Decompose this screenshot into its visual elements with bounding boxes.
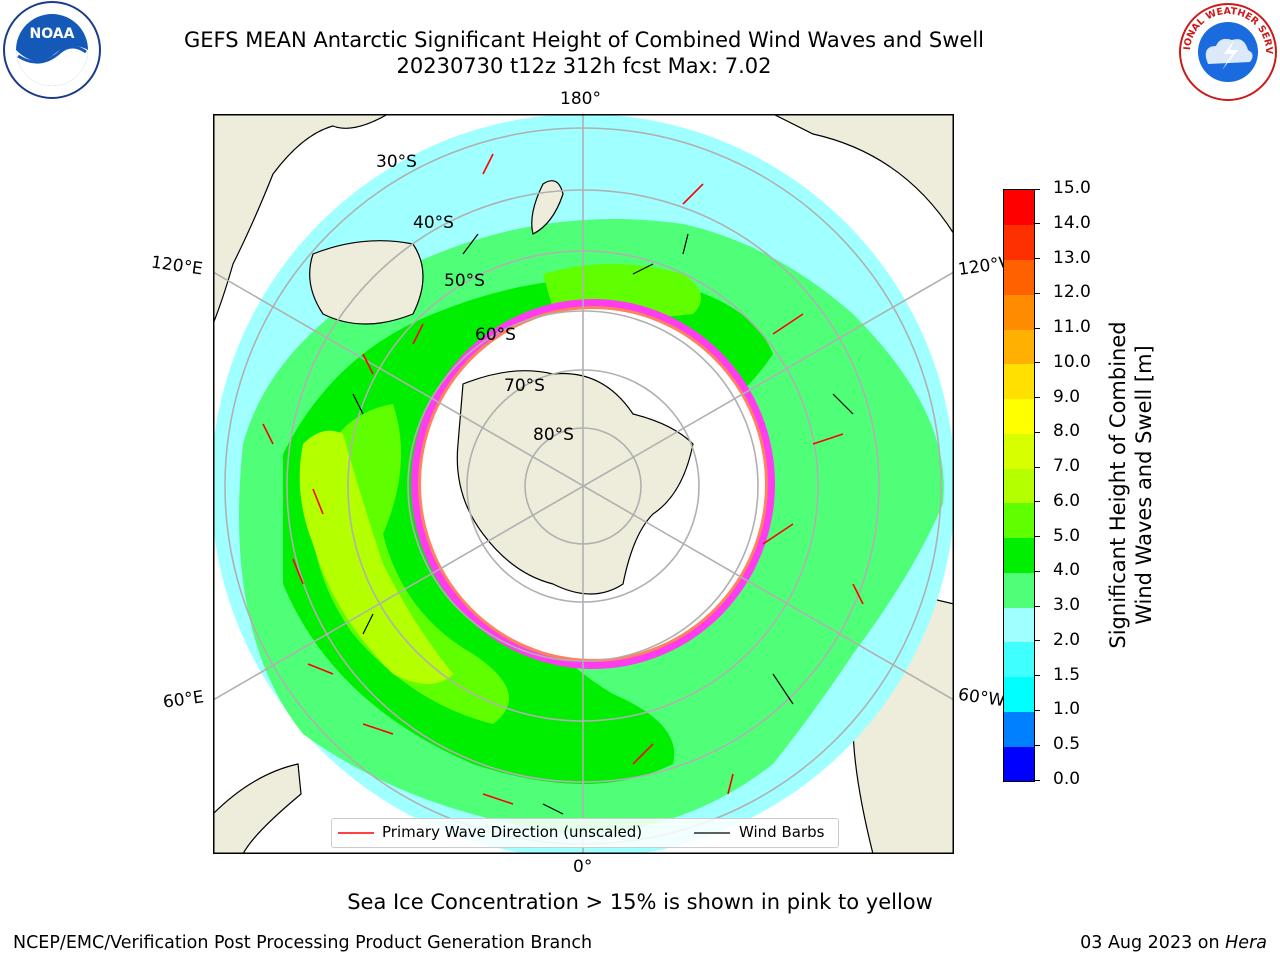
colorbar-segment — [1004, 468, 1034, 504]
lon-label-lower-right: 60°W — [956, 684, 1007, 712]
colorbar-tick-label: 15.0 — [1053, 178, 1091, 198]
map-title: GEFS MEAN Antarctic Significant Height o… — [183, 28, 985, 52]
lon-label-lower-left: 60°E — [161, 687, 206, 713]
colorbar-tick-label: 9.0 — [1053, 386, 1081, 407]
nws-logo: NATIONAL WEATHER SERVICE — [1172, 0, 1280, 104]
colorbar-tick-label: 5.0 — [1053, 525, 1081, 546]
colorbar-segment — [1004, 572, 1034, 608]
colorbar-segment — [1004, 224, 1034, 260]
lat-label-50s: 50°S — [444, 271, 485, 291]
lon-label-upper-left: 120°E — [149, 252, 204, 280]
lat-label-60s: 60°S — [475, 325, 516, 345]
noaa-logo: NOAA — [0, 0, 104, 104]
new-zealand — [531, 180, 564, 235]
colorbar-segment — [1004, 398, 1034, 434]
colorbar-segment — [1004, 607, 1034, 643]
map-canvas — [213, 114, 954, 854]
colorbar-segment — [1004, 190, 1034, 226]
antarctica — [456, 370, 694, 595]
colorbar-tick-mark — [1034, 536, 1040, 538]
colorbar-tick-mark — [1034, 188, 1040, 190]
footer-date: 03 Aug 2023 on Hera — [1080, 933, 1267, 953]
colorbar-tick-mark — [1034, 605, 1040, 607]
ocean-field — [213, 114, 954, 854]
colorbar-tick-label: 6.0 — [1053, 490, 1081, 511]
lon-label-top: 180° — [560, 89, 601, 109]
colorbar-segment — [1004, 363, 1034, 400]
australia — [309, 240, 424, 325]
colorbar-tick-mark — [1034, 223, 1040, 225]
colorbar-segment — [1004, 746, 1034, 782]
polar-map — [213, 114, 954, 854]
colorbar-segment — [1004, 641, 1034, 678]
black-line-swatch — [694, 832, 730, 834]
colorbar-tick-label: 13.0 — [1053, 247, 1091, 268]
legend-wave-label: Primary Wave Direction (unscaled) — [382, 823, 643, 841]
colorbar — [1003, 189, 1035, 782]
footer-branch: NCEP/EMC/Verification Post Processing Pr… — [13, 933, 593, 953]
footer-date-text: 03 Aug 2023 on — [1080, 933, 1226, 953]
colorbar-tick-label: 14.0 — [1053, 212, 1091, 233]
colorbar-tick-mark — [1034, 640, 1040, 642]
colorbar-tick-mark — [1034, 292, 1040, 294]
colorbar-segment — [1004, 711, 1034, 747]
sea-ice-note: Sea Ice Concentration > 15% is shown in … — [347, 890, 933, 914]
lat-label-40s: 40°S — [413, 213, 454, 233]
colorbar-tick-label: 4.0 — [1053, 560, 1081, 581]
colorbar-tick-mark — [1034, 501, 1040, 503]
colorbar-tick-mark — [1034, 258, 1040, 260]
red-line-swatch — [338, 832, 374, 834]
map-legend: Primary Wave Direction (unscaled) Wind B… — [331, 818, 839, 848]
colorbar-tick-label: 1.0 — [1053, 699, 1081, 720]
colorbar-tick-label: 10.0 — [1053, 351, 1091, 372]
colorbar-tick-label: 0.0 — [1053, 769, 1081, 789]
wind-barbs — [352, 233, 854, 815]
svg-text:NOAA: NOAA — [30, 26, 75, 42]
colorbar-segment — [1004, 329, 1034, 365]
colorbar-tick-label: 8.0 — [1053, 421, 1081, 442]
legend-barb-label: Wind Barbs — [739, 823, 825, 841]
lon-label-bottom: 0° — [573, 857, 593, 877]
colorbar-segment — [1004, 433, 1034, 469]
africa-coast-top-left — [213, 114, 390, 325]
lat-label-80s: 80°S — [533, 425, 574, 445]
footer-machine: Hera — [1225, 933, 1267, 953]
graticule — [213, 114, 954, 854]
colorbar-tick-label: 3.0 — [1053, 595, 1081, 616]
colorbar-tick-mark — [1034, 675, 1040, 677]
colorbar-tick-mark — [1034, 570, 1040, 572]
colorbar-segment — [1004, 676, 1034, 712]
colorbar-segment — [1004, 259, 1034, 295]
colorbar-label-line1: Significant Height of Combined — [1106, 321, 1130, 649]
colorbar-tick-label: 2.0 — [1053, 629, 1081, 650]
lat-label-70s: 70°S — [504, 376, 545, 396]
lat-label-30s: 30°S — [376, 152, 417, 172]
colorbar-label-line2: Wind Waves and Swell [m] — [1132, 345, 1156, 625]
colorbar-tick-label: 12.0 — [1053, 282, 1091, 303]
colorbar-segment — [1004, 537, 1034, 573]
colorbar-tick-label: 11.0 — [1053, 317, 1091, 338]
colorbar-tick-mark — [1034, 327, 1040, 329]
colorbar-segment — [1004, 294, 1034, 330]
colorbar-tick-mark — [1034, 362, 1040, 364]
colorbar-tick-label: 0.5 — [1053, 734, 1081, 755]
colorbar-tick-label: 1.5 — [1053, 664, 1081, 685]
wave-arrows — [262, 153, 864, 805]
colorbar-tick-mark — [1034, 431, 1040, 433]
colorbar-tick-label: 7.0 — [1053, 456, 1081, 477]
colorbar-segment — [1004, 502, 1034, 539]
map-subtitle: 20230730 t12z 312h fcst Max: 7.02 — [396, 54, 772, 78]
colorbar-tick-mark — [1034, 466, 1040, 468]
colorbar-tick-mark — [1034, 779, 1040, 781]
colorbar-tick-mark — [1034, 744, 1040, 746]
colorbar-tick-mark — [1034, 397, 1040, 399]
land-lower-left — [213, 763, 302, 854]
colorbar-tick-mark — [1034, 709, 1040, 711]
